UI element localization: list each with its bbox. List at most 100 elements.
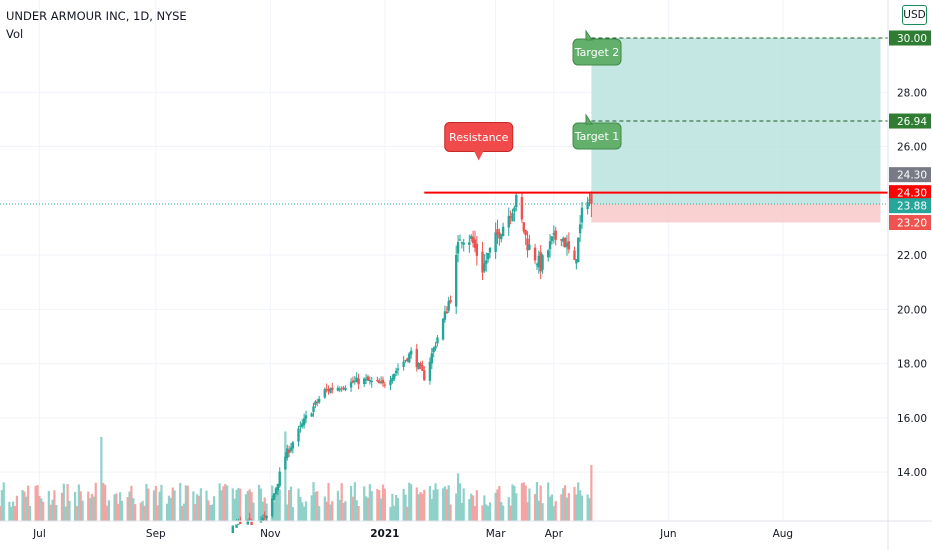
candle-body [301, 423, 304, 427]
volume-bar [485, 504, 488, 521]
candle-body [363, 378, 366, 384]
candle-body [494, 232, 497, 253]
volume-bar [139, 502, 142, 521]
volume-bar [355, 500, 358, 521]
candle-body [237, 523, 240, 525]
candle-body [297, 428, 300, 442]
candle-body [342, 387, 345, 389]
candle-body [458, 239, 462, 241]
volume-bars [0, 431, 593, 521]
candle-body [473, 239, 477, 248]
candle-body [327, 388, 330, 392]
volume-bar [246, 490, 249, 521]
volume-bar [257, 484, 261, 521]
volume-bar [75, 506, 79, 521]
time-axis: Jul Sep Nov 2021 Mar Apr Jun Aug [0, 520, 932, 540]
volume-bar [244, 494, 248, 521]
volume-bar [323, 496, 326, 521]
volume-bar [456, 473, 460, 521]
candle-body [423, 370, 426, 381]
volume-bar [248, 489, 251, 521]
volume-bar [436, 489, 439, 521]
volume-bar [36, 485, 39, 521]
volume-bar [547, 482, 550, 521]
time-tick-label: Apr [545, 528, 564, 540]
candle-body [364, 378, 368, 381]
candle-body [483, 263, 486, 272]
candle-body [287, 450, 291, 453]
currency-button[interactable]: USD [902, 5, 927, 25]
candle-body [486, 252, 490, 260]
candle-body [577, 237, 580, 262]
time-tick-label: 2021 [370, 528, 399, 540]
volume-bar [316, 491, 319, 521]
candle-body [421, 365, 424, 371]
volume-bar [351, 496, 355, 521]
volume-bar [220, 490, 223, 521]
candle-body [396, 368, 400, 371]
candle-body [485, 260, 488, 264]
volume-bar [209, 504, 212, 521]
candle-body [455, 254, 458, 307]
candle-body [340, 388, 343, 390]
callout-pointer [585, 113, 593, 125]
candle-body [344, 387, 347, 391]
volume-bar [60, 492, 64, 521]
volume-bar [141, 500, 144, 521]
candle-body [406, 358, 409, 361]
volume-bar [537, 500, 540, 521]
price-tick-label: 16.00 [897, 413, 927, 425]
volume-bar [40, 498, 43, 521]
volume-bar [363, 486, 366, 521]
candle-body [562, 238, 565, 242]
volume-bar [179, 483, 182, 521]
candle-body [441, 318, 445, 340]
price-label-text: 30.00 [897, 33, 927, 45]
volume-bar [449, 504, 452, 521]
price-label-target: 30.00 [889, 30, 931, 46]
volume-bar [370, 491, 373, 521]
candle-body [541, 255, 544, 270]
candle-body [470, 236, 473, 239]
volume-bar [533, 494, 537, 521]
time-tick-label: Sep [146, 528, 166, 540]
symbol-title: UNDER ARMOUR INC, 1D, NYSE [6, 9, 187, 23]
callout-resistance: Resistance [444, 122, 514, 161]
candle-body [481, 251, 484, 273]
volume-bar [145, 483, 148, 521]
volume-bar [152, 490, 156, 521]
price-tick-label: 26.00 [897, 142, 927, 154]
candle-body [274, 488, 278, 495]
candle-body [550, 236, 554, 241]
candle-body [355, 377, 358, 383]
volume-bar [23, 491, 26, 521]
volume-bar [383, 488, 386, 521]
volume-bar [487, 505, 490, 521]
volume-bar [13, 506, 17, 521]
volume-bar [590, 465, 593, 521]
candle-body [588, 199, 591, 201]
volume-bar [443, 486, 447, 521]
volume-bar [2, 482, 5, 521]
candle-body [383, 384, 387, 386]
volume-bar [473, 506, 477, 521]
volume-bar [126, 497, 129, 521]
volume-bar [27, 485, 30, 521]
candle-body [353, 381, 357, 383]
candle-body [317, 398, 321, 403]
volume-bar [224, 484, 227, 521]
volume-bar [196, 494, 199, 521]
volume-bar [445, 489, 448, 521]
volume-bar [160, 484, 163, 521]
volume-bar [102, 482, 105, 521]
volume-bar [252, 502, 255, 521]
volume-bar [460, 503, 463, 521]
time-tick-label: Aug [773, 528, 794, 540]
volume-bar [378, 490, 381, 521]
price-label-text: 26.94 [897, 116, 927, 128]
volume-bar [471, 495, 475, 521]
callout-box [572, 122, 622, 150]
volume-bar [231, 488, 234, 521]
